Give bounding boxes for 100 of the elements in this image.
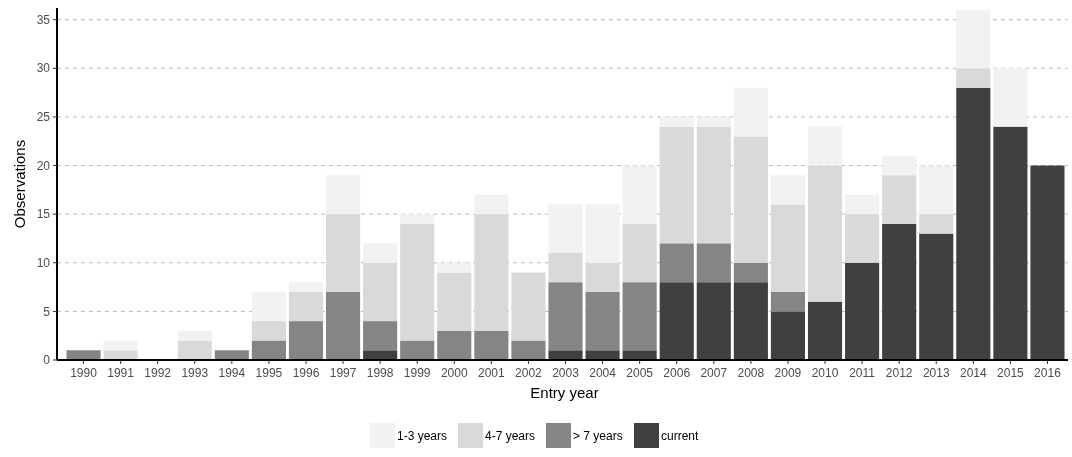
bar [993,126,1028,360]
x-tick-label: 1999 [403,366,431,380]
y-axis-title: Observations [11,139,28,229]
bar [770,204,805,292]
x-tick-label: 2006 [663,366,691,380]
bar [659,243,694,283]
legend-label: > 7 years [573,429,623,444]
bar [177,340,212,360]
bar [103,350,138,360]
bar [288,321,324,360]
x-tick-label: 1992 [144,366,172,380]
bar [733,136,768,263]
bar [696,126,731,244]
bar [251,340,286,360]
x-tick-label: 1996 [292,366,320,380]
legend-label: 1-3 years [397,429,448,444]
bar [696,116,731,127]
x-tick-label: 2009 [774,366,802,380]
x-tick-label: 2015 [997,366,1025,380]
x-tick-label: 2008 [737,366,765,380]
bar [882,223,917,360]
bar [474,214,509,331]
bar [585,204,620,263]
bar [585,291,620,351]
bar [437,262,472,273]
bar [585,262,620,292]
x-tick-label: 1994 [218,366,246,380]
y-tick-label: 25 [36,110,51,125]
bar [1030,165,1065,360]
bar [733,262,768,283]
bar [400,214,435,224]
bar [659,282,694,360]
bar [400,340,435,360]
bar [845,214,880,263]
bar [251,321,286,341]
legend-label: current [661,429,700,444]
bar [919,165,954,215]
y-tick-label: 5 [43,304,51,319]
bar [363,243,398,263]
bar [437,330,472,360]
bar [326,291,361,360]
bar [66,350,101,360]
y-tick-label: 30 [36,61,51,76]
bar [993,68,1028,127]
x-tick-label: 2004 [589,366,617,380]
bar [363,321,398,351]
bar [363,350,398,360]
bar [659,116,694,127]
x-tick-label: 2011 [849,366,876,380]
x-axis-title: Entry year [530,384,599,401]
bar [882,175,917,224]
bar [251,291,286,322]
y-tick-label: 35 [36,12,51,27]
x-tick-label: 2005 [626,366,654,380]
y-tick-label: 10 [36,255,51,270]
bar [733,87,768,137]
x-tick-label: 1997 [329,366,357,380]
bar [437,272,472,331]
x-tick-label: 2014 [959,366,987,380]
x-tick-label: 1998 [366,366,394,380]
bar [845,194,880,215]
bar [882,155,917,176]
bar [733,282,768,360]
bar [548,204,583,254]
bar [474,194,509,215]
bar [548,282,583,351]
bar [288,291,324,322]
bar [622,165,657,224]
y-tick-label: 20 [36,158,51,173]
bar [956,9,991,69]
bar [103,340,138,351]
bar [548,253,583,283]
bar [622,223,657,283]
x-tick-label: 2001 [478,366,506,380]
y-tick-label: 0 [43,353,51,368]
bar [770,311,805,360]
bar [696,243,731,283]
x-tick-label: 1990 [70,366,98,380]
x-tick-label: 2007 [700,366,728,380]
bar [548,350,583,360]
bar [807,126,843,166]
bar [511,272,546,341]
x-tick-label: 2010 [811,366,839,380]
bar [919,233,954,360]
bar [585,350,620,360]
bar [919,214,954,234]
x-tick-label: 2013 [922,366,950,380]
x-tick-label: 2000 [440,366,468,380]
x-tick-label: 2016 [1034,366,1062,380]
bar [363,262,398,322]
bar [511,340,546,360]
bar [288,282,324,292]
x-tick-label: 1995 [255,366,283,380]
bar [326,175,361,215]
x-tick-label: 1991 [107,366,135,380]
bar [956,87,991,360]
x-tick-label: 2003 [552,366,580,380]
bar [659,126,694,244]
x-tick-label: 2012 [885,366,913,380]
bar [400,223,435,341]
